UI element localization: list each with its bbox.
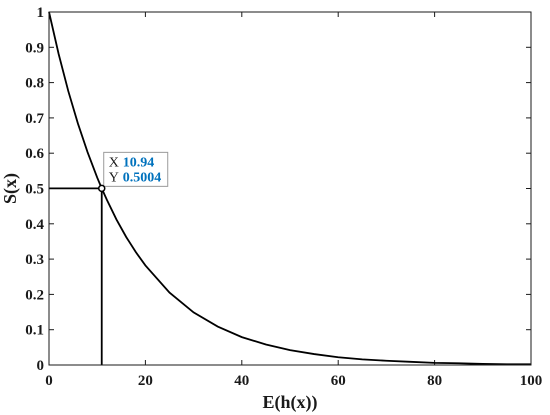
y-tick-label: 0.8 (25, 76, 44, 92)
y-tick-label: 0 (37, 358, 45, 374)
x-axis-title: E(h(x)) (263, 392, 318, 413)
y-tick-label: 0.4 (25, 217, 44, 233)
datatip-x-value: 10.94 (123, 155, 155, 170)
y-axis-title: S(x) (0, 173, 21, 204)
x-tick-label: 100 (520, 373, 543, 389)
y-tick-label: 0.5 (25, 182, 44, 198)
x-tick-label: 0 (45, 373, 53, 389)
y-tick-label: 0.3 (25, 252, 44, 268)
x-tick-label: 60 (331, 373, 346, 389)
y-tick-label: 0.6 (25, 146, 44, 162)
series-line (48, 11, 531, 366)
y-tick-label: 0.7 (25, 111, 44, 127)
x-tick-label: 80 (427, 373, 442, 389)
datatip[interactable]: X 10.94 Y 0.5004 (97, 151, 169, 193)
plot-frame (48, 11, 532, 366)
ticks-layer: 0 20 40 60 80 100 0 0.1 0.2 0.3 0.4 0.5 0.6 0.7 0.8 0.9… (25, 5, 542, 389)
datatip-box (103, 151, 169, 187)
y-tick-label: 1 (37, 5, 45, 21)
curve-layer (48, 11, 531, 366)
x-tick-label: 40 (234, 373, 249, 389)
x-tick-label: 20 (138, 373, 153, 389)
datatip-y-key: Y (109, 170, 119, 185)
y-tick-label: 0.1 (25, 323, 44, 339)
datatip-marker[interactable] (97, 184, 106, 193)
y-tick-label: 0.2 (25, 287, 44, 303)
datatip-y-value: 0.5004 (123, 170, 162, 185)
datatip-x-key: X (109, 155, 119, 170)
y-tick-label: 0.9 (25, 40, 44, 56)
